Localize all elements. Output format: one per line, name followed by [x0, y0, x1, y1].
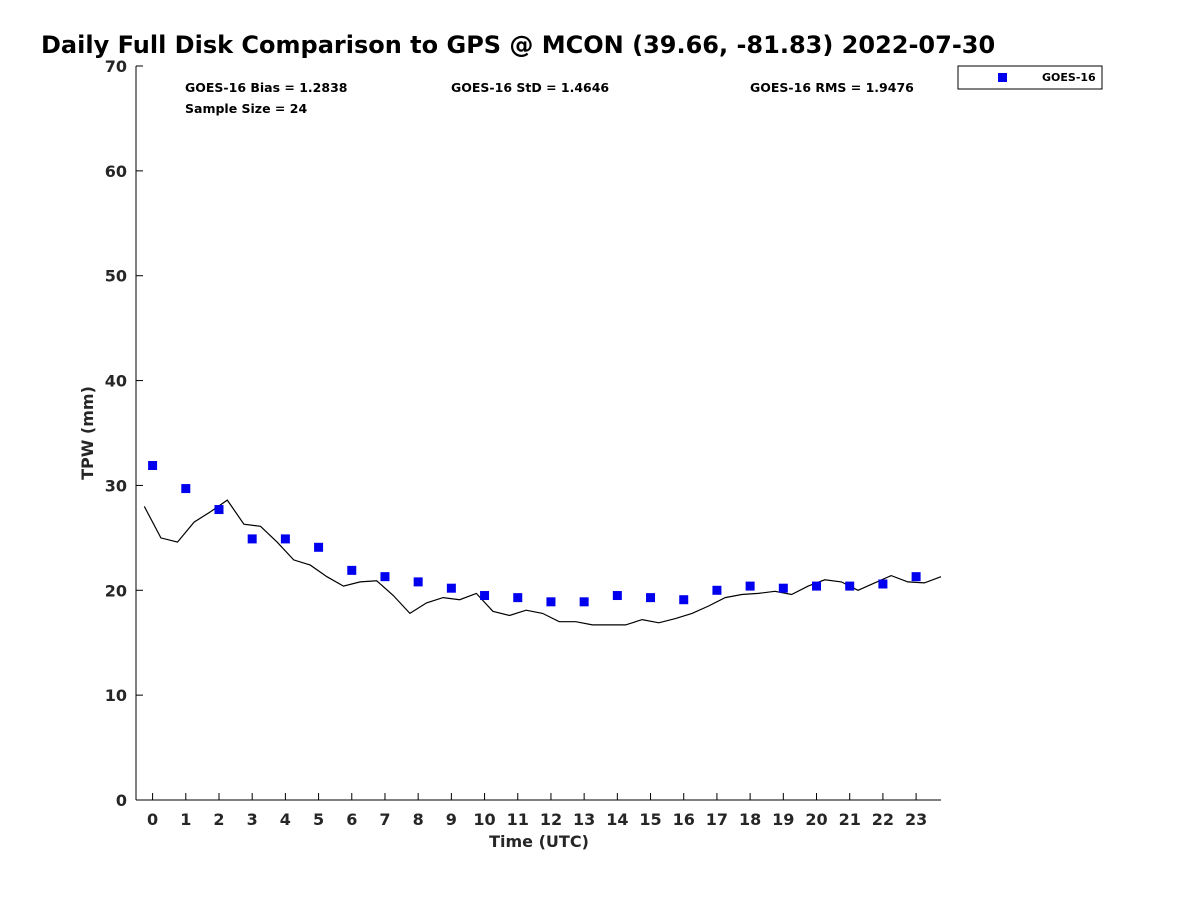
goes16-point	[148, 461, 158, 471]
gps-line	[143, 499, 942, 626]
chart-title: Daily Full Disk Comparison to GPS @ MCON…	[41, 31, 995, 59]
x-axis-label: Time (UTC)	[489, 832, 589, 851]
sample-size-stat: Sample Size = 24	[185, 101, 307, 116]
x-tick-label: 7	[379, 810, 390, 829]
goes16-point	[181, 484, 191, 494]
x-tick-label: 19	[772, 810, 794, 829]
y-ticks: 0 10 20 30 40 50 60 70	[105, 57, 143, 810]
goes16-point	[247, 534, 257, 544]
goes16-point	[413, 577, 423, 587]
goes16-point	[778, 583, 788, 593]
y-tick-label: 20	[105, 581, 127, 600]
x-tick-label: 2	[213, 810, 224, 829]
y-tick-label: 10	[105, 686, 127, 705]
x-tick-label: 17	[706, 810, 728, 829]
x-tick-label: 3	[247, 810, 258, 829]
legend: GOES-16	[957, 65, 1103, 90]
x-tick-label: 16	[673, 810, 695, 829]
bias-stat: GOES-16 Bias = 1.2838	[185, 80, 347, 95]
y-axis-label: TPW (mm)	[78, 386, 97, 480]
goes16-point	[679, 595, 689, 605]
goes16-point	[812, 581, 822, 591]
y-tick-label: 60	[105, 162, 127, 181]
goes16-point	[347, 565, 357, 575]
goes16-point	[745, 581, 755, 591]
x-tick-label: 13	[573, 810, 595, 829]
goes16-point	[845, 581, 855, 591]
x-tick-label: 14	[606, 810, 628, 829]
x-ticks: 0 1 2 3 4 5 6 7 8 9 10 11 12 13 14 15 16 17 18 19 20 21 22 23	[147, 793, 927, 829]
x-tick-label: 20	[805, 810, 827, 829]
y-tick-label: 40	[105, 372, 127, 391]
x-tick-label: 4	[280, 810, 291, 829]
x-tick-label: 10	[473, 810, 495, 829]
std-stat: GOES-16 StD = 1.4646	[451, 80, 609, 95]
goes16-point	[579, 597, 589, 607]
x-tick-label: 18	[739, 810, 761, 829]
x-tick-label: 0	[147, 810, 158, 829]
x-tick-label: 9	[446, 810, 457, 829]
goes16-point	[214, 505, 224, 515]
goes16-point	[646, 593, 656, 603]
goes16-point	[280, 534, 290, 544]
x-tick-label: 11	[507, 810, 529, 829]
y-tick-label: 50	[105, 267, 127, 286]
y-tick-label: 0	[116, 791, 127, 810]
x-tick-label: 22	[872, 810, 894, 829]
x-tick-label: 6	[346, 810, 357, 829]
x-tick-label: 15	[639, 810, 661, 829]
goes16-point	[612, 591, 622, 601]
x-tick-label: 21	[839, 810, 861, 829]
goes16-point	[546, 597, 556, 607]
goes16-point	[446, 583, 456, 593]
x-tick-label: 12	[540, 810, 562, 829]
goes16-point	[380, 572, 390, 582]
axes	[135, 66, 941, 801]
legend-label-goes16: GOES-16	[1042, 71, 1096, 84]
x-tick-label: 1	[180, 810, 191, 829]
goes16-point	[911, 572, 921, 582]
legend-box	[957, 65, 1103, 90]
goes16-point	[513, 593, 523, 603]
plot-area	[143, 461, 942, 626]
x-tick-label: 8	[413, 810, 424, 829]
goes16-point	[712, 585, 722, 595]
y-tick-label: 70	[105, 57, 127, 76]
goes16-point	[480, 591, 490, 601]
legend-marker-goes16	[998, 73, 1007, 82]
goes16-point	[878, 579, 888, 589]
x-tick-label: 23	[905, 810, 927, 829]
y-tick-label: 30	[105, 476, 127, 495]
goes16-point	[314, 542, 324, 552]
rms-stat: GOES-16 RMS = 1.9476	[750, 80, 914, 95]
x-tick-label: 5	[313, 810, 324, 829]
